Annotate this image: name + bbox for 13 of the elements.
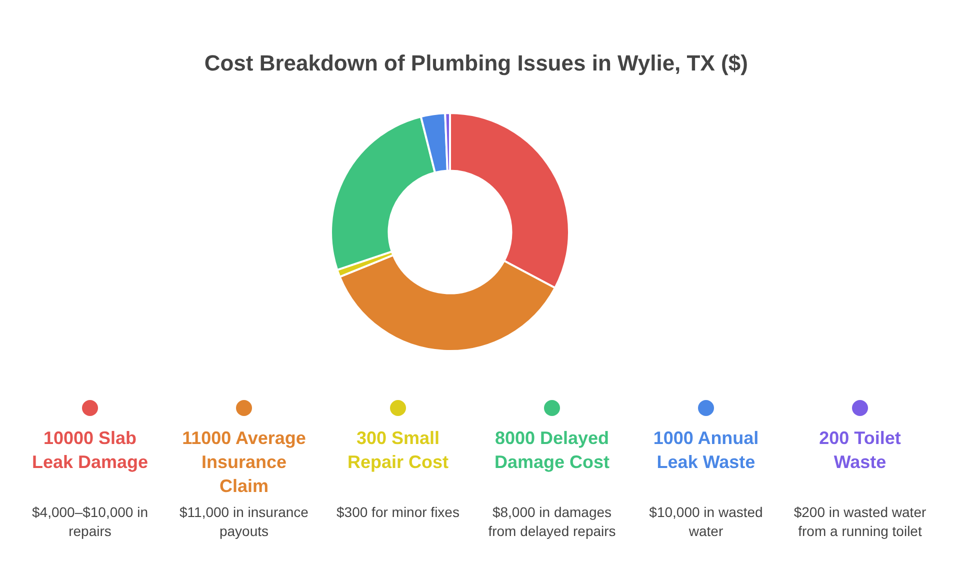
text: $10,000 in wasted water xyxy=(648,503,764,541)
legend-label: 200 Toilet Waste xyxy=(818,427,902,474)
text: $11,000 in insurance payouts xyxy=(178,503,310,541)
chart-title: Cost Breakdown of Plumbing Issues in Wylie, TX ($) xyxy=(204,50,748,76)
legend-label: 300 Small Repair Cost xyxy=(346,427,450,474)
text: $8,000 in damages from delayed repairs xyxy=(487,503,617,541)
text: $300 for minor fixes xyxy=(336,503,460,522)
legend-label: 10000 Slab Leak Damage xyxy=(30,427,150,474)
legend-label: 8000 Delayed Damage Cost xyxy=(493,427,611,474)
text: $200 in wasted water from a running toilet xyxy=(792,503,928,541)
text: $4,000–$10,000 in repairs xyxy=(31,503,149,541)
legend-label: 1000 Annual Leak Waste xyxy=(652,427,760,474)
legend-label: 11000 Average Insurance Claim xyxy=(181,427,307,498)
